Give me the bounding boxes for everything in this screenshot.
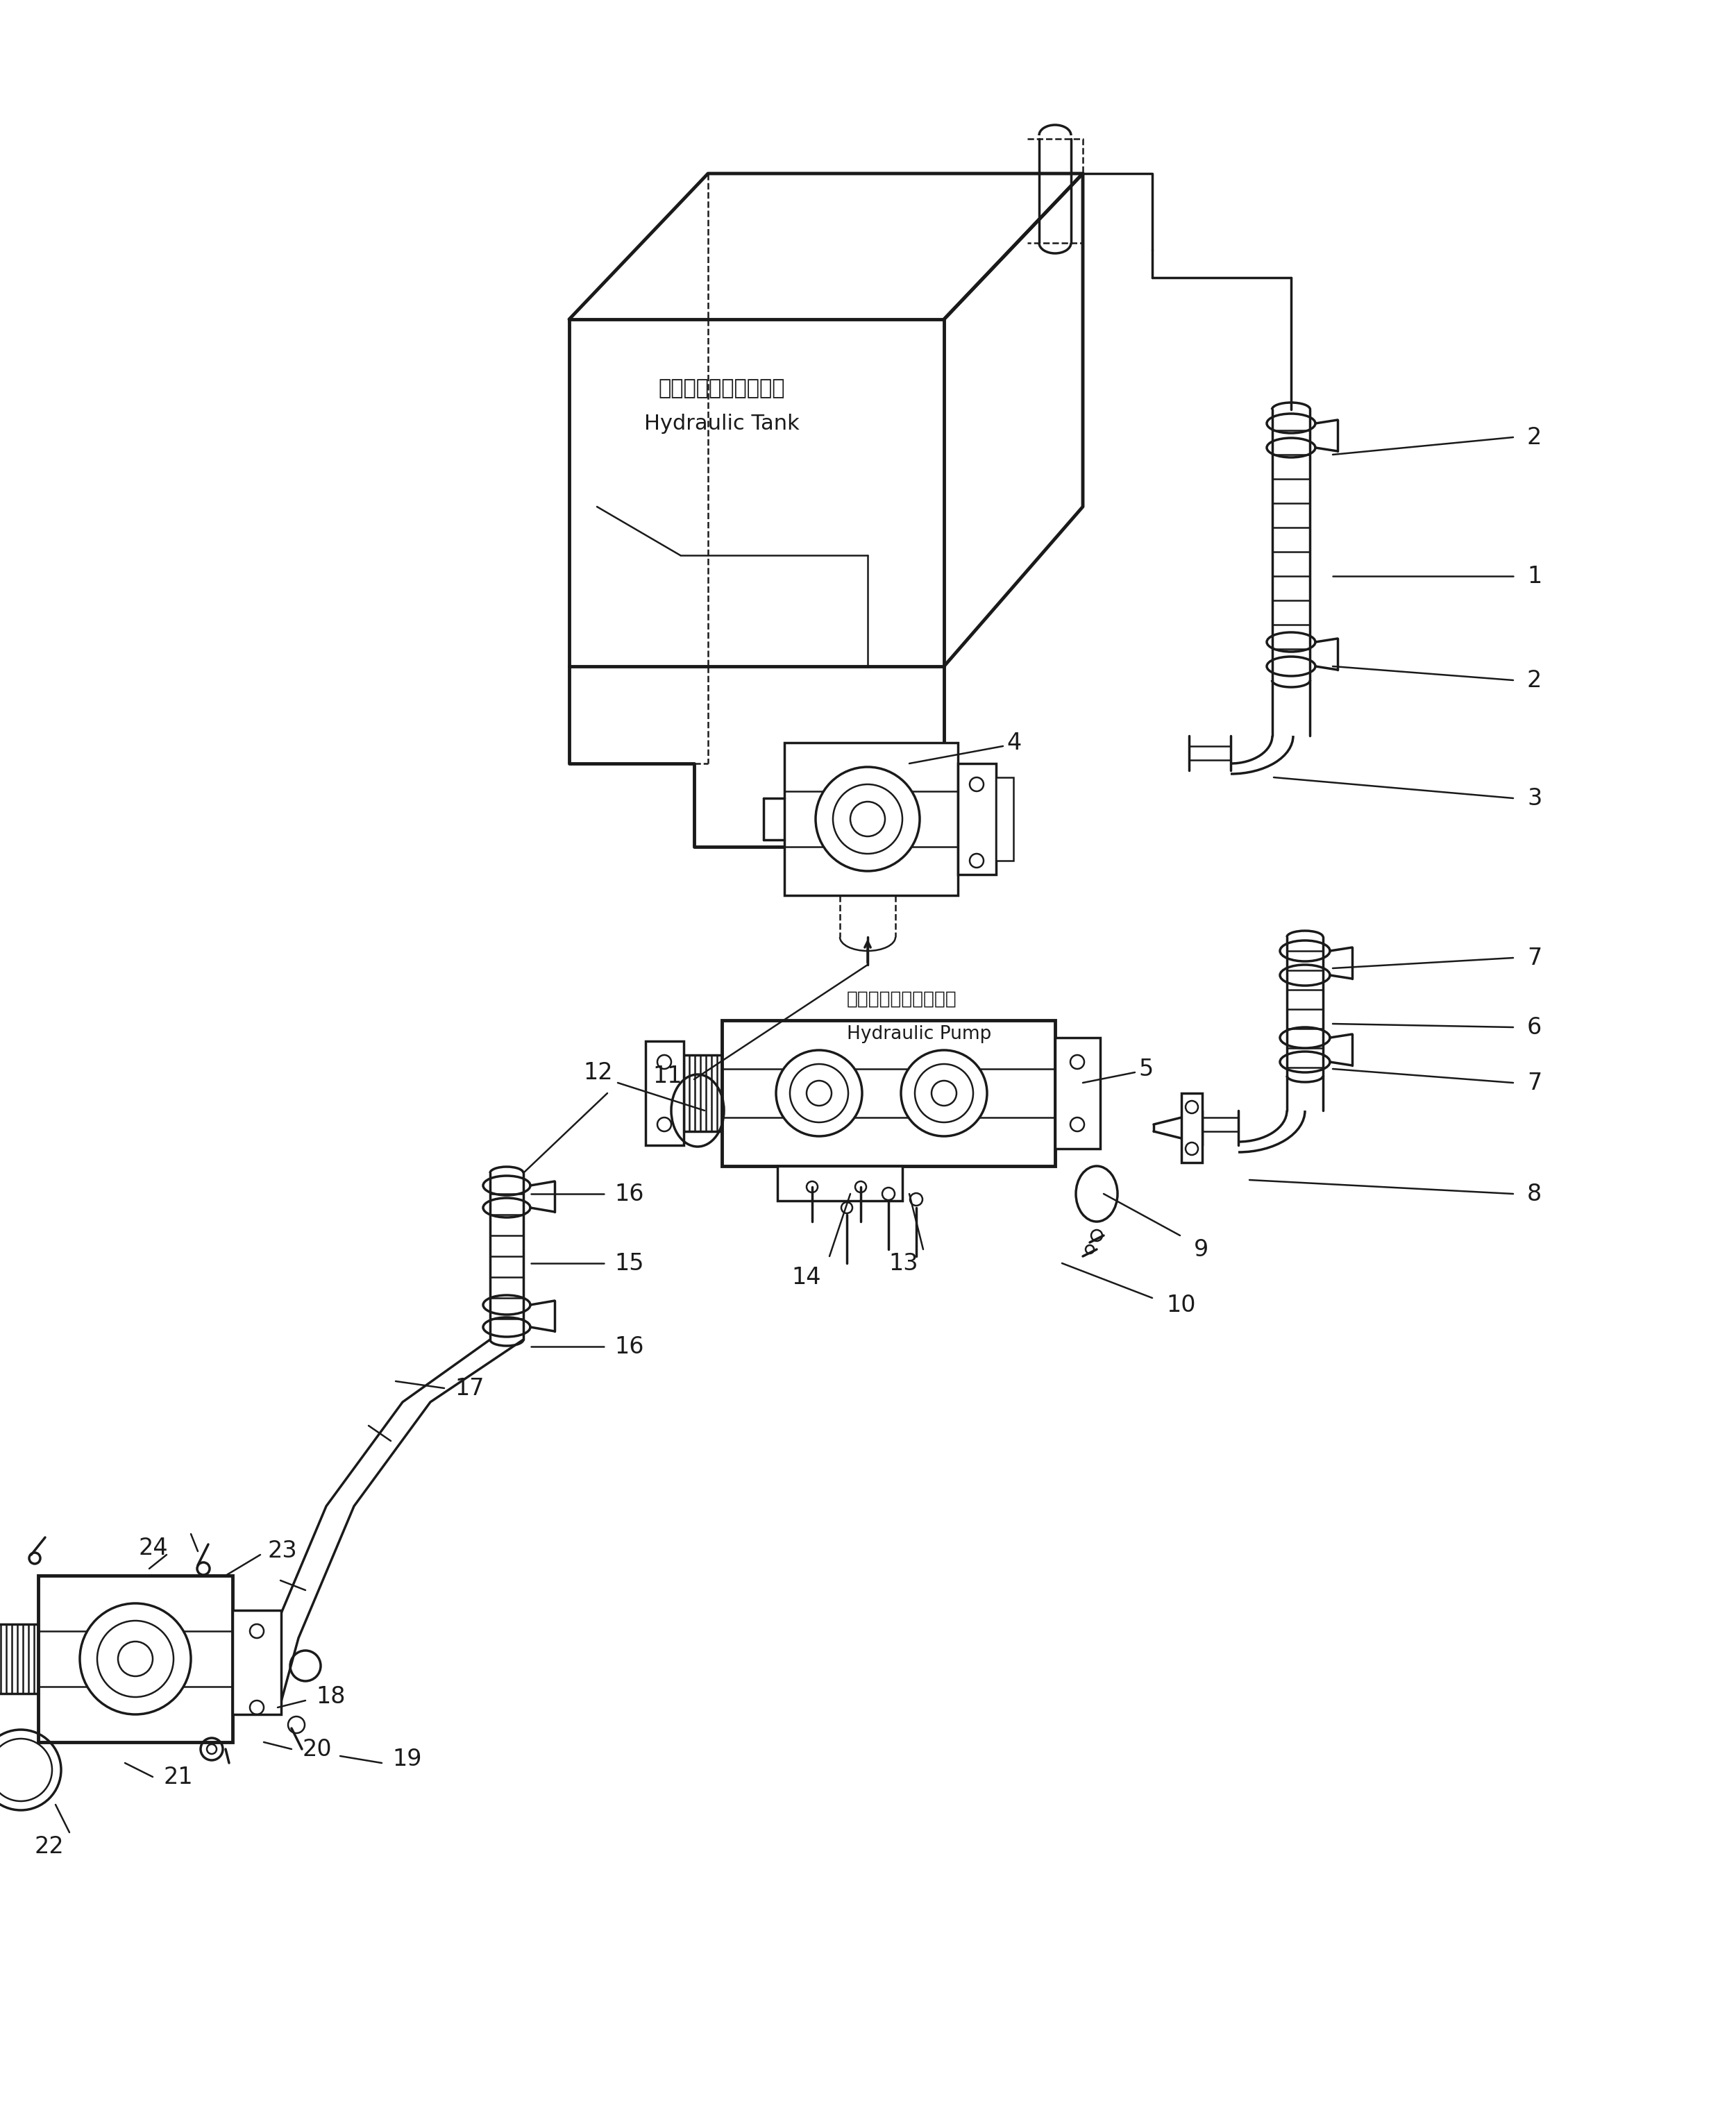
Text: 1: 1 bbox=[1528, 565, 1542, 588]
Circle shape bbox=[932, 1080, 957, 1105]
Text: 21: 21 bbox=[163, 1765, 193, 1788]
Bar bbox=[996, 777, 1014, 861]
Text: 12: 12 bbox=[583, 1061, 613, 1084]
Bar bbox=[1182, 1093, 1203, 1162]
Text: 2: 2 bbox=[1528, 427, 1542, 450]
Bar bbox=[646, 1042, 684, 1145]
Text: 22: 22 bbox=[35, 1834, 64, 1857]
Bar bbox=[785, 742, 958, 895]
Text: Hydraulic Pump: Hydraulic Pump bbox=[847, 1025, 991, 1044]
Circle shape bbox=[80, 1603, 191, 1714]
Text: 11: 11 bbox=[653, 1065, 682, 1088]
Text: 17: 17 bbox=[455, 1376, 484, 1399]
Bar bbox=[233, 1609, 281, 1714]
Text: 14: 14 bbox=[792, 1265, 821, 1288]
Bar bbox=[38, 1576, 233, 1742]
Circle shape bbox=[776, 1050, 863, 1137]
Text: 23: 23 bbox=[267, 1540, 297, 1563]
Text: Hydraulic Tank: Hydraulic Tank bbox=[644, 414, 800, 433]
Text: ハイドロリックタンク: ハイドロリックタンク bbox=[658, 378, 785, 399]
Bar bbox=[722, 1021, 1055, 1166]
Text: ハイドロリックポンプ: ハイドロリックポンプ bbox=[847, 990, 957, 1008]
Circle shape bbox=[807, 1080, 832, 1105]
Text: 10: 10 bbox=[1167, 1294, 1196, 1317]
Text: 4: 4 bbox=[1007, 731, 1021, 754]
Bar bbox=[958, 763, 996, 874]
Text: 16: 16 bbox=[615, 1334, 644, 1357]
Text: 18: 18 bbox=[316, 1685, 345, 1708]
Text: 3: 3 bbox=[1528, 786, 1542, 809]
Text: 15: 15 bbox=[615, 1252, 644, 1275]
Text: 20: 20 bbox=[302, 1738, 332, 1761]
Text: 5: 5 bbox=[1139, 1057, 1153, 1080]
Circle shape bbox=[901, 1050, 988, 1137]
Text: 7: 7 bbox=[1528, 945, 1542, 969]
Text: 9: 9 bbox=[1194, 1237, 1208, 1261]
Text: 7: 7 bbox=[1528, 1072, 1542, 1095]
Bar bbox=[1055, 1038, 1101, 1149]
Text: 13: 13 bbox=[889, 1252, 918, 1275]
Text: 2: 2 bbox=[1528, 668, 1542, 691]
Text: 19: 19 bbox=[392, 1748, 422, 1771]
Text: 16: 16 bbox=[615, 1183, 644, 1206]
Text: 8: 8 bbox=[1528, 1183, 1542, 1206]
Circle shape bbox=[816, 767, 920, 872]
Text: 6: 6 bbox=[1528, 1015, 1542, 1038]
Text: 24: 24 bbox=[139, 1536, 168, 1559]
Bar bbox=[778, 1166, 903, 1202]
